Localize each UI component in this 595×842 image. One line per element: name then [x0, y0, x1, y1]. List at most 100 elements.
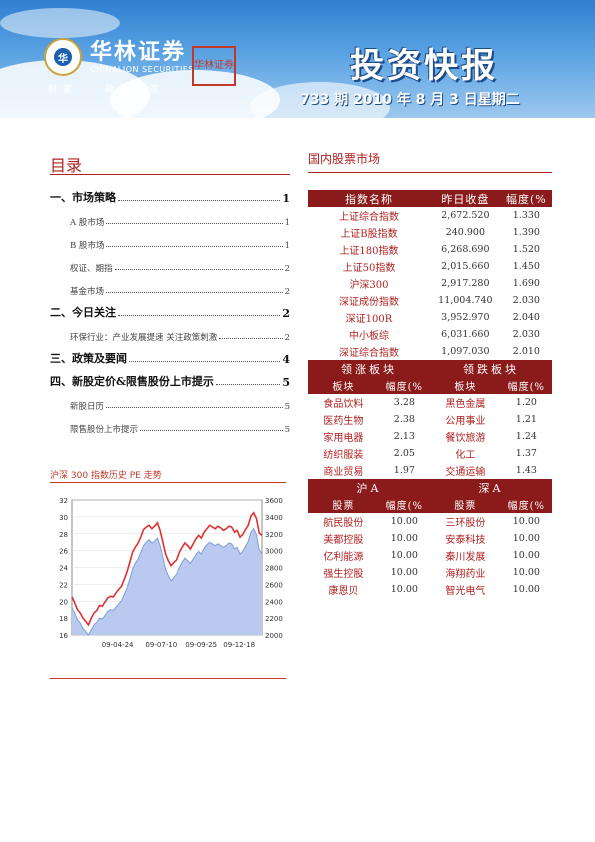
seal-stamp-icon: 华林证券	[192, 46, 236, 86]
sz-a-header: 深A	[429, 479, 552, 496]
toc-item-page: 1	[284, 241, 290, 251]
sh-stock-name: 康恩贝	[328, 586, 359, 597]
sector-row: 食品饮料 3.28 黑色金属 1.20	[308, 394, 552, 411]
toc-item[interactable]: A 股市场 1	[50, 205, 290, 228]
toc-item-label: 一、市场策略	[50, 191, 116, 204]
index-change: 1.450	[512, 261, 540, 272]
index-close-header: 昨日收盘	[429, 190, 501, 207]
leading-sector-name: 商业贸易	[323, 467, 364, 478]
lagging-sector-change: 1.24	[515, 431, 537, 442]
index-header-row: 指数名称 昨日收盘 幅度(%	[308, 190, 552, 207]
lagging-sector-name: 餐饮旅游	[445, 433, 486, 444]
toc-title: 目录	[50, 156, 83, 175]
toc-item-label: 环保行业：产业发展提速 关注政策刺激	[70, 333, 218, 343]
leading-sector-name: 医药生物	[323, 416, 364, 427]
x-tick-label: 09-09-25	[185, 641, 217, 649]
y-left-tick-label: 20	[59, 598, 68, 606]
toc-item-page: 1	[284, 218, 290, 228]
market-section-title: 国内股票市场	[308, 152, 381, 166]
stock-subheader: 股票	[308, 496, 379, 513]
toc-item-label: 基金市场	[70, 287, 105, 297]
toc-item-label: A 股市场	[70, 218, 105, 228]
index-close: 2,672.520	[441, 210, 490, 221]
stock-subheader-row: 股票 幅度(% 股票 幅度(%	[308, 496, 552, 513]
divider	[308, 172, 552, 173]
toc-item[interactable]: 限售股份上市提示 5	[50, 412, 290, 435]
sz-stock-name: 海翔药业	[445, 569, 486, 580]
toc-item[interactable]: 新股日历 5	[50, 389, 290, 412]
toc-item[interactable]: 一、市场策略 1	[50, 182, 290, 205]
index-change-header: 幅度(%	[500, 190, 552, 207]
index-change: 2.030	[512, 295, 540, 306]
sz-stock-name: 智光电气	[445, 586, 486, 597]
index-close: 3,952.970	[441, 312, 490, 323]
index-row: 深证成份指数 11,004.740 2.030	[308, 292, 552, 309]
sector-subheader: 幅度(%	[378, 377, 430, 394]
toc-item[interactable]: 四、新股定价&限售股份上市提示 5	[50, 366, 290, 389]
toc-item[interactable]: 三、政策及要闻 4	[50, 343, 290, 366]
sector-row: 家用电器 2.13 餐饮旅游 1.24	[308, 428, 552, 445]
issue-date-line: 733 期 2010 年 8 月 3 日星期二	[300, 92, 520, 108]
index-change: 1.520	[512, 244, 540, 255]
company-slogan: 财富 · 融资专家	[48, 85, 165, 95]
sector-row: 医药生物 2.38 公用事业 1.21	[308, 411, 552, 428]
index-change: 1.330	[512, 210, 540, 221]
sz-stock-change: 10.00	[512, 533, 540, 544]
leading-sector-name: 食品饮料	[323, 399, 364, 410]
market-table: 指数名称 昨日收盘 幅度(% 上证综合指数 2,672.520 1.330 上证B股指数 24…	[308, 190, 552, 598]
toc-leader-dots	[106, 292, 283, 293]
sector-subheader: 板块	[429, 377, 501, 394]
index-close: 1,097.030	[441, 346, 490, 357]
toc-item-label: 三、政策及要闻	[50, 352, 127, 365]
sz-stock-change: 10.00	[512, 516, 540, 527]
toc-leader-dots	[219, 338, 283, 339]
stock-subheader: 幅度(%	[500, 496, 552, 513]
sz-stock-name: 秦川发展	[445, 552, 486, 563]
toc-leader-dots	[140, 430, 283, 431]
company-name-en: CHINALION SECURITIES	[90, 64, 194, 74]
series-line	[71, 511, 263, 627]
index-row: 深证综合指数 1,097.030 2.010	[308, 343, 552, 360]
toc-item[interactable]: 基金市场 2	[50, 274, 290, 297]
index-change: 2.030	[512, 329, 540, 340]
index-change: 2.040	[512, 312, 540, 323]
leading-sector-change: 1.97	[393, 465, 415, 476]
lagging-sector-change: 1.21	[515, 414, 537, 425]
stock-subheader: 股票	[429, 496, 501, 513]
toc-item[interactable]: 二、今日关注 2	[50, 297, 290, 320]
sector-subheader-row: 板块 幅度(% 板块 幅度(%	[308, 377, 552, 394]
lagging-sector-name: 交通运输	[445, 467, 486, 478]
stock-subheader: 幅度(%	[378, 496, 430, 513]
x-tick-label: 09-07-10	[145, 641, 177, 649]
sh-stock-change: 10.00	[390, 550, 418, 561]
index-change: 1.390	[512, 227, 540, 238]
y-right-tick-label: 2000	[265, 632, 283, 640]
sh-stock-change: 10.00	[390, 516, 418, 527]
index-close: 2,917.280	[441, 278, 490, 289]
toc-item[interactable]: 环保行业：产业发展提速 关注政策刺激 2	[50, 320, 290, 343]
index-area-fill	[72, 528, 262, 635]
y-left-tick-label: 24	[59, 565, 68, 573]
leading-sector-name: 纺织服装	[323, 450, 364, 461]
sz-stock-change: 10.00	[512, 567, 540, 578]
lagging-sector-change: 1.20	[515, 397, 537, 408]
index-name: 中小板综	[348, 331, 389, 342]
toc-item[interactable]: 权证、期指 2	[50, 251, 290, 274]
toc-item[interactable]: B 股市场 1	[50, 228, 290, 251]
stock-row: 航民股份 10.00 三环股份 10.00	[308, 513, 552, 530]
lagging-sector-name: 化工	[455, 450, 476, 461]
pe-history-chart: 32 3600 30 3400 28 3200 26 3000 24 2800 22 2600 20 24…	[59, 497, 283, 649]
y-right-tick-label: 2800	[265, 565, 283, 573]
toc-item-page: 4	[282, 353, 290, 366]
toc-leader-dots	[215, 384, 281, 385]
stock-row: 强生控股 10.00 海翔药业 10.00	[308, 564, 552, 581]
toc-item-label: 权证、期指	[70, 264, 113, 274]
index-name: 深证成份指数	[338, 297, 399, 308]
sh-stock-name: 航民股份	[323, 518, 364, 529]
sz-stock-name: 三环股份	[445, 518, 486, 529]
toc-item-label: 限售股份上市提示	[70, 425, 139, 435]
leading-sector-name: 家用电器	[323, 433, 364, 444]
y-right-tick-label: 2600	[265, 581, 283, 589]
index-change: 2.010	[512, 346, 540, 357]
lagging-sector-change: 1.37	[515, 448, 537, 459]
